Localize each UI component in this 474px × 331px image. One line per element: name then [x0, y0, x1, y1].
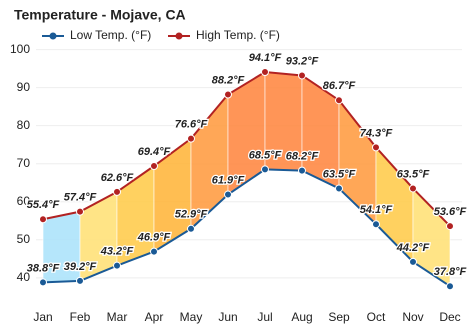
x-tick-label: Aug: [291, 310, 312, 324]
legend-label: High Temp. (°F): [196, 28, 280, 42]
point: [372, 143, 380, 152]
point: [113, 187, 121, 196]
value-label: 68.2°F: [286, 150, 319, 162]
value-label: 69.4°F: [138, 146, 171, 158]
point: [150, 162, 158, 171]
value-label: 46.9°F: [137, 231, 171, 243]
x-tick-label: Dec: [439, 310, 460, 324]
point: [261, 165, 269, 174]
x-tick-label: Sep: [328, 310, 350, 324]
point: [335, 96, 343, 105]
point: [409, 257, 417, 266]
x-tick-label: Feb: [70, 310, 91, 324]
point: [446, 222, 454, 231]
point: [224, 90, 232, 99]
series-line: [42, 71, 451, 227]
y-tick-label: 70: [17, 156, 31, 170]
point: [150, 247, 158, 256]
value-label: 61.9°F: [212, 174, 245, 186]
x-tick-label: Jul: [257, 310, 272, 324]
x-tick-label: Nov: [402, 310, 423, 324]
legend-marker: [175, 32, 183, 40]
point: [298, 71, 306, 80]
point: [76, 207, 84, 216]
y-tick-label: 60: [17, 194, 31, 208]
value-label: 43.2°F: [100, 246, 134, 258]
point: [261, 68, 269, 77]
value-label: 55.4°F: [27, 199, 60, 211]
value-label: 38.8°F: [27, 262, 60, 274]
series-line: [42, 168, 451, 288]
value-label: 52.9°F: [175, 209, 208, 221]
x-tick-label: Apr: [145, 310, 164, 324]
value-label: 54.1°F: [360, 204, 393, 216]
point: [446, 282, 454, 291]
point: [298, 166, 306, 175]
point: [409, 184, 417, 193]
point: [187, 224, 195, 233]
point: [113, 261, 121, 270]
value-label: 63.5°F: [323, 168, 356, 180]
value-label: 63.5°F: [397, 168, 430, 180]
x-tick-label: May: [180, 310, 203, 324]
legend: Low Temp. (°F) High Temp. (°F): [42, 28, 280, 42]
value-label: 76.6°F: [175, 119, 208, 131]
y-tick-label: 80: [17, 118, 31, 132]
value-label: 74.3°F: [360, 127, 393, 139]
point: [372, 220, 380, 229]
x-tick-label: Mar: [107, 310, 128, 324]
value-label: 68.5°F: [249, 149, 282, 161]
legend-label: Low Temp. (°F): [70, 28, 151, 42]
point: [39, 215, 47, 224]
y-tick-label: 90: [17, 80, 31, 94]
y-tick-label: 100: [10, 42, 30, 56]
legend-marker: [49, 32, 57, 40]
value-label: 53.6°F: [434, 206, 467, 218]
y-tick-label: 40: [17, 270, 31, 284]
value-label: 93.2°F: [286, 55, 319, 67]
value-label: 62.6°F: [101, 172, 134, 184]
x-tick-label: Jun: [218, 310, 237, 324]
point: [187, 134, 195, 143]
value-label: 39.2°F: [64, 261, 97, 273]
x-tick-label: Oct: [367, 310, 386, 324]
value-label: 44.2°F: [396, 242, 430, 254]
point: [39, 278, 47, 287]
point: [335, 184, 343, 193]
point: [76, 276, 84, 285]
value-label: 88.2°F: [212, 74, 245, 86]
value-label: 57.4°F: [64, 192, 97, 204]
y-tick-label: 50: [17, 232, 31, 246]
value-label: 37.8°F: [434, 266, 467, 278]
x-tick-label: Jan: [33, 310, 52, 324]
point: [224, 190, 232, 199]
value-label: 94.1°F: [249, 52, 282, 64]
chart-title: Temperature - Mojave, CA: [14, 7, 186, 23]
value-label: 86.7°F: [323, 80, 356, 92]
